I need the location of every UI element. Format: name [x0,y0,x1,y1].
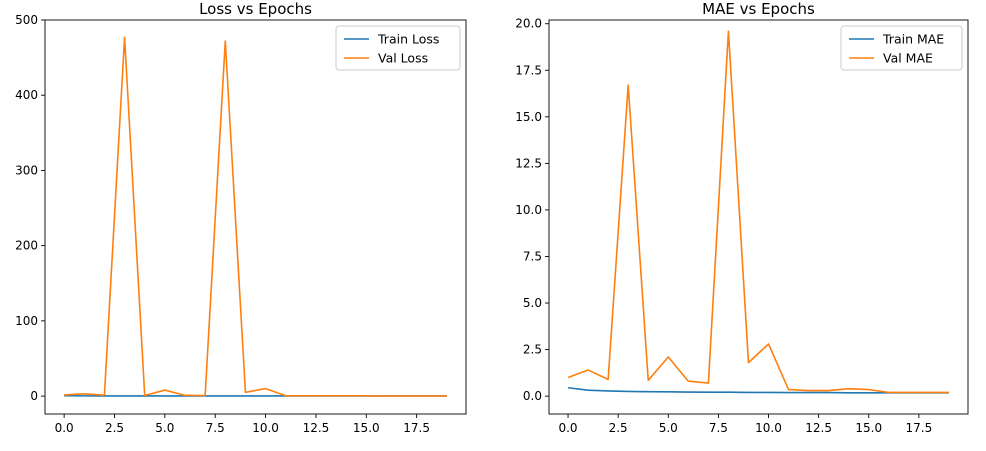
loss-legend-label: Val Loss [378,51,428,66]
loss-legend-label: Train Loss [377,32,439,47]
mae-y-tick-label: 15.0 [515,110,542,124]
loss-series-line-val-loss [64,36,447,397]
mae-x-tick-label: 0.0 [558,421,577,435]
loss-x-tick-label: 17.5 [403,421,430,435]
loss-y-tick-label: 500 [15,13,38,27]
mae-y-tick-label: 7.5 [523,249,542,263]
mae-series-line-val-mae [567,30,949,394]
loss-legend: Train Loss Val Loss [335,25,461,71]
mae-y-tick-label: 0.0 [523,389,542,403]
loss-x-tick-label: 10.0 [252,421,279,435]
mae-x-tick-label: 2.5 [609,421,628,435]
mae-legend: Train MAE Val MAE [840,25,963,71]
loss-y-tick-label: 300 [15,163,38,177]
mae-y-tick-label: 17.5 [515,63,542,77]
loss-x-tick-label: 5.0 [155,421,174,435]
mae-y-tick-label: 2.5 [523,343,542,357]
loss-x-tick-label: 2.5 [105,421,124,435]
mae-legend-label: Train MAE [882,32,944,47]
loss-legend-box [335,25,461,71]
mae-legend-label: Val MAE [883,51,933,66]
mae-y-tick-label: 5.0 [523,296,542,310]
mae-x-tick-label: 10.0 [755,421,782,435]
mae-x-tick-label: 7.5 [709,421,728,435]
loss-chart: Loss vs Epochs 0.0 2.5 5.0 7.5 10.0 12.5 15.0 17… [15,0,467,435]
loss-y-tick-label: 100 [15,314,38,328]
mae-y-tick-label: 20.0 [515,17,542,31]
loss-y-tick-label: 400 [15,88,38,102]
mae-x-tick-label: 12.5 [805,421,832,435]
loss-y-tick-label: 0 [30,389,38,403]
loss-y-tick-label: 200 [15,239,38,253]
mae-y-tick-label: 12.5 [515,156,542,170]
mae-chart-title: MAE vs Epochs [702,0,815,18]
loss-x-tick-label: 12.5 [303,421,330,435]
mae-series-line-train-mae [567,386,949,394]
loss-axes-frame [44,19,467,415]
mae-legend-box [840,25,963,71]
mae-x-tick-label: 15.0 [855,421,882,435]
loss-chart-title: Loss vs Epochs [199,0,312,18]
loss-x-tick-label: 7.5 [206,421,225,435]
mae-y-tick-label: 10.0 [515,203,542,217]
mae-x-tick-label: 5.0 [659,421,678,435]
loss-x-tick-label: 15.0 [353,421,380,435]
mae-x-tick-label: 17.5 [906,421,933,435]
loss-x-tick-label: 0.0 [55,421,74,435]
mae-chart: MAE vs Epochs 0.0 2.5 5.0 7.5 10.0 12.5 15.0 17.… [515,0,969,435]
mae-axes-frame [548,19,969,415]
